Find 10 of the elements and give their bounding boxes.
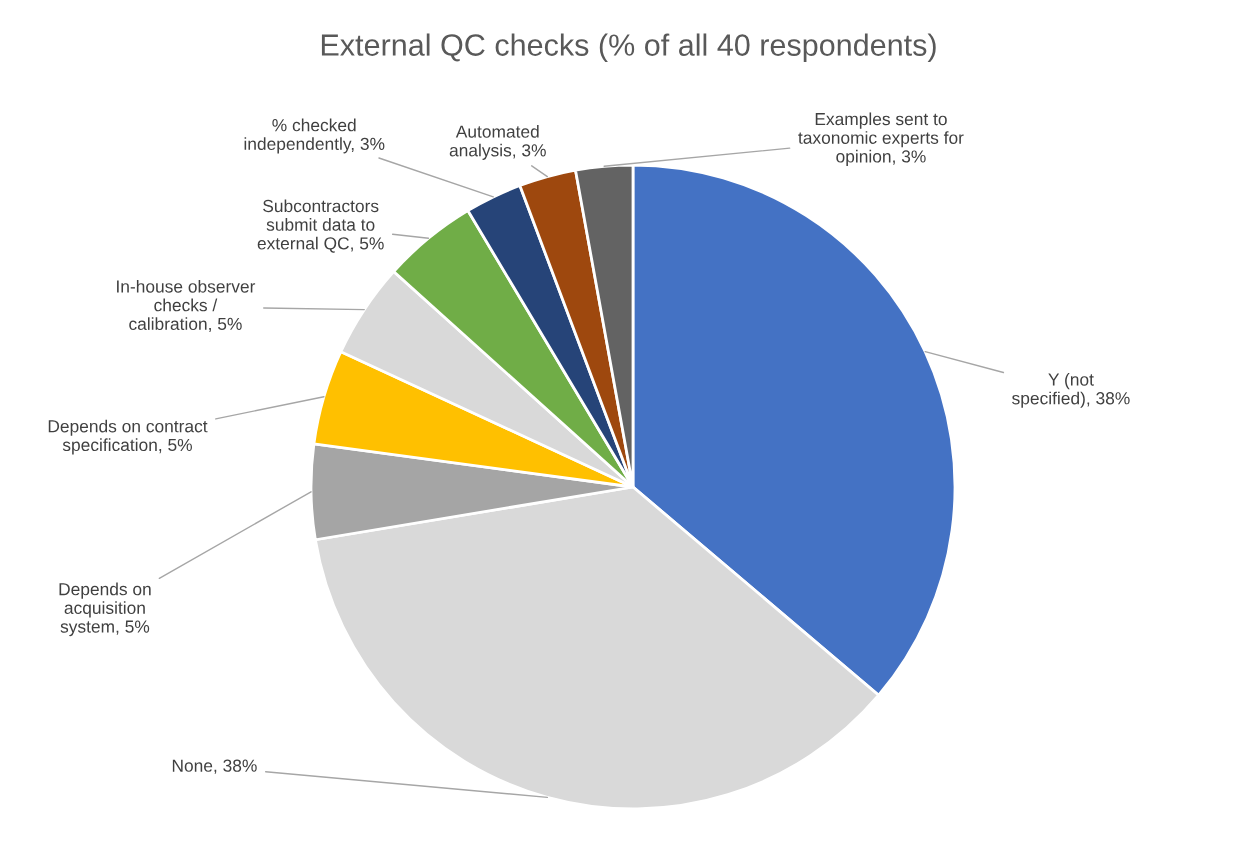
slice-label: Examples sent to taxonomic experts for opinion, 3%	[798, 112, 964, 167]
slice-label: Depends on acquisition system, 5%	[59, 582, 151, 637]
chart-title: External QC checks (% of all 40 respondents)	[321, 33, 936, 62]
slice-label: Subcontractors submit data to external QC, 5%	[257, 199, 384, 253]
slice-label: In-house observer checks / calibration, 5%	[117, 279, 256, 333]
slice-label: Depends on contract specification, 5%	[48, 419, 208, 455]
slice-label: None, 38%	[172, 759, 257, 774]
slice-label: % checked independently, 3%	[244, 118, 385, 154]
slice-label: Y (not specified), 38%	[1012, 372, 1130, 408]
slice-label: Automated analysis, 3%	[449, 125, 546, 160]
